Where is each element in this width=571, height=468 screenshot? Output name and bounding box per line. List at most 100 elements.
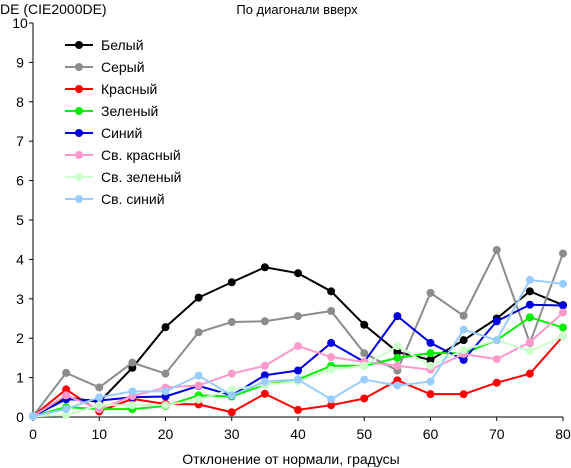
data-point bbox=[459, 336, 468, 345]
data-point bbox=[393, 342, 402, 351]
data-point bbox=[194, 293, 203, 302]
data-point bbox=[161, 369, 170, 378]
legend-entry: Серый bbox=[65, 59, 145, 75]
data-point bbox=[360, 361, 369, 370]
data-point bbox=[360, 320, 369, 329]
data-point bbox=[559, 279, 567, 288]
data-point bbox=[492, 378, 501, 387]
data-point bbox=[260, 389, 269, 398]
y-tick-label: 2 bbox=[16, 330, 24, 346]
x-tick-label: 20 bbox=[158, 426, 174, 442]
data-point bbox=[559, 301, 567, 310]
data-point bbox=[128, 401, 137, 410]
data-point bbox=[525, 287, 534, 296]
legend-swatch-marker bbox=[75, 195, 83, 203]
data-point bbox=[393, 381, 402, 390]
data-point bbox=[426, 288, 435, 297]
data-point bbox=[426, 338, 435, 347]
x-tick-label: 50 bbox=[356, 426, 372, 442]
data-point bbox=[327, 338, 336, 347]
x-tick-label: 0 bbox=[29, 426, 37, 442]
data-point bbox=[194, 395, 203, 404]
y-tick-label: 1 bbox=[16, 370, 24, 386]
data-point bbox=[128, 358, 137, 367]
data-point bbox=[294, 312, 302, 321]
data-point bbox=[360, 394, 369, 403]
x-tick-label: 80 bbox=[555, 426, 571, 442]
data-point bbox=[62, 368, 71, 377]
data-point bbox=[525, 347, 534, 356]
y-tick-label: 6 bbox=[16, 173, 24, 189]
data-point bbox=[194, 328, 203, 337]
legend-swatch-marker bbox=[75, 63, 83, 71]
data-point bbox=[492, 245, 501, 254]
series-8 bbox=[29, 275, 567, 421]
legend-entry: Св. синий bbox=[65, 191, 165, 207]
data-point bbox=[327, 307, 336, 316]
data-point bbox=[559, 323, 567, 332]
legend-label: Св. синий bbox=[101, 191, 165, 207]
data-point bbox=[95, 401, 104, 410]
data-point bbox=[161, 387, 170, 396]
data-point bbox=[459, 325, 468, 334]
y-tick-label: 4 bbox=[16, 251, 24, 267]
data-point bbox=[260, 361, 269, 370]
legend-swatch-marker bbox=[75, 41, 83, 49]
data-point bbox=[260, 371, 269, 380]
legend-label: Белый bbox=[101, 37, 144, 53]
data-point bbox=[327, 287, 336, 296]
legend-swatch-marker bbox=[75, 85, 83, 93]
y-tick-label: 0 bbox=[16, 409, 24, 425]
legend-label: Серый bbox=[101, 59, 145, 75]
chart-title: По диагонали вверх bbox=[236, 2, 358, 17]
data-point bbox=[294, 405, 302, 414]
legend-label: Зеленый bbox=[101, 103, 158, 119]
data-point bbox=[559, 249, 567, 258]
x-tick-label: 10 bbox=[91, 426, 107, 442]
legend-swatch-marker bbox=[75, 107, 83, 115]
legend-label: Красный bbox=[101, 81, 157, 97]
legend-label: Св. зеленый bbox=[101, 169, 181, 185]
data-point bbox=[227, 385, 236, 394]
data-point bbox=[327, 401, 336, 410]
legend-swatch-marker bbox=[75, 129, 83, 137]
legend-swatch-marker bbox=[75, 173, 83, 181]
x-tick-label: 40 bbox=[290, 426, 306, 442]
data-point bbox=[360, 375, 369, 384]
data-point bbox=[294, 366, 302, 375]
data-point bbox=[492, 317, 501, 326]
data-point bbox=[559, 308, 567, 317]
data-point bbox=[360, 349, 369, 358]
legend-entry: Зеленый bbox=[65, 103, 158, 119]
y-axis-label: DE (CIE2000DE) bbox=[0, 1, 107, 17]
data-point bbox=[194, 381, 203, 390]
data-point bbox=[29, 412, 37, 421]
data-point bbox=[327, 353, 336, 362]
legend-entry: Св. зеленый bbox=[65, 169, 181, 185]
y-tick-label: 5 bbox=[16, 212, 24, 228]
data-point bbox=[294, 375, 302, 384]
data-point bbox=[426, 361, 435, 370]
data-point bbox=[459, 346, 468, 355]
data-point bbox=[459, 355, 468, 364]
x-axis-label: Отклонение от нормали, градусы bbox=[182, 451, 399, 467]
data-point bbox=[227, 391, 236, 400]
data-point bbox=[128, 387, 137, 396]
y-tick-label: 7 bbox=[16, 133, 24, 149]
y-tick-label: 8 bbox=[16, 94, 24, 110]
data-point bbox=[227, 408, 236, 417]
data-point bbox=[260, 317, 269, 326]
data-point bbox=[492, 336, 501, 345]
data-point bbox=[95, 383, 104, 392]
data-point bbox=[426, 390, 435, 399]
legend-entry: Синий bbox=[65, 125, 142, 141]
data-point bbox=[62, 385, 71, 394]
data-point bbox=[393, 312, 402, 321]
legend-label: Синий bbox=[101, 125, 142, 141]
data-point bbox=[260, 263, 269, 272]
data-point bbox=[525, 338, 534, 347]
y-tick-label: 10 bbox=[12, 15, 28, 31]
data-point bbox=[459, 311, 468, 320]
